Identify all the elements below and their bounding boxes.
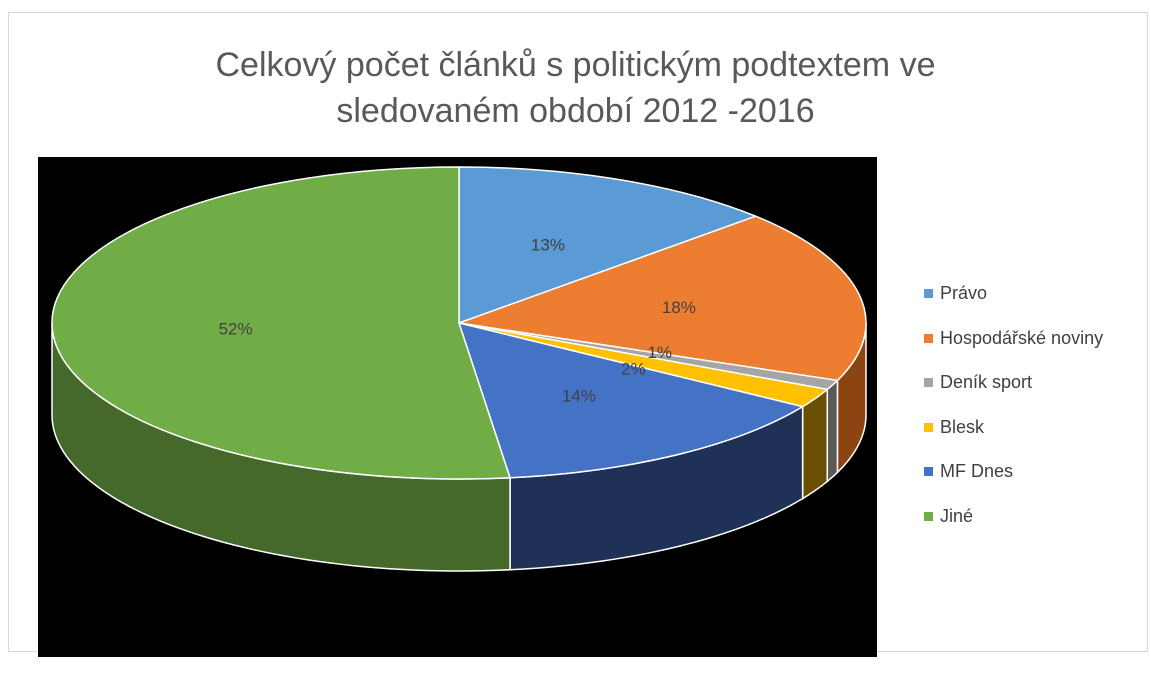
data-label-hospodářské-noviny: 18% xyxy=(662,298,696,317)
pie-side-deník-sport xyxy=(826,378,839,484)
legend-label: Deník sport xyxy=(940,372,1033,392)
legend-swatch xyxy=(924,333,933,343)
legend-item-blesk: Blesk xyxy=(920,416,1150,438)
pie-tops xyxy=(51,166,867,480)
pie-slice-hospodářské-noviny xyxy=(458,215,867,382)
legend-swatch xyxy=(924,422,933,432)
chart-title-line-1: Celkový počet článků s politickým podtex… xyxy=(215,46,936,84)
pie-slice-právo xyxy=(458,166,757,324)
legend-swatch xyxy=(924,289,933,298)
pie-labels: 13% 18% 1%2% 14% 52% xyxy=(219,235,696,405)
legend-label: Blesk xyxy=(940,416,985,437)
legend-item-hospodářské-noviny: Hospodářské noviny xyxy=(920,327,1150,349)
legend-label: Jiné xyxy=(940,505,974,526)
pie-sides xyxy=(51,322,867,572)
legend: Právo Hospodářské noviny Deník sport Blesk M… xyxy=(920,282,1150,549)
data-label-mf-dnes: 14% xyxy=(562,386,596,405)
legend-label: Právo xyxy=(940,283,988,303)
pie-side-blesk xyxy=(801,387,829,500)
legend-swatch xyxy=(924,378,933,387)
legend-swatch xyxy=(924,511,933,521)
chart-title: Celkový počet článků s politickým podtex… xyxy=(0,42,1151,134)
legend-label: MF Dnes xyxy=(940,461,1014,481)
legend-item-právo: Právo xyxy=(920,282,1150,304)
pie-slice-jiné xyxy=(51,166,511,480)
data-label-deník-sport: 1% xyxy=(647,343,672,362)
data-label-blesk: 2% xyxy=(621,360,646,379)
plot-area: 13% 18% 1% 2% 14% 52% xyxy=(38,157,877,657)
legend-item-jiné: Jiné xyxy=(920,505,1150,527)
chart-title-line-2: sledovaném období 2012 -2016 xyxy=(336,92,815,130)
legend-item-mf-dnes: MF Dnes xyxy=(920,460,1150,482)
legend-label: Hospodářské noviny xyxy=(940,327,1104,348)
legend-swatch xyxy=(924,467,933,476)
data-label-jiné: 52% xyxy=(219,319,253,338)
pie-chart: 13% 18% 1%2% 14% 52% xyxy=(51,166,867,572)
legend-item-deník-sport: Deník sport xyxy=(920,371,1150,393)
pie-slice-mf-dnes xyxy=(458,322,804,479)
data-label-právo: 13% xyxy=(531,235,565,254)
